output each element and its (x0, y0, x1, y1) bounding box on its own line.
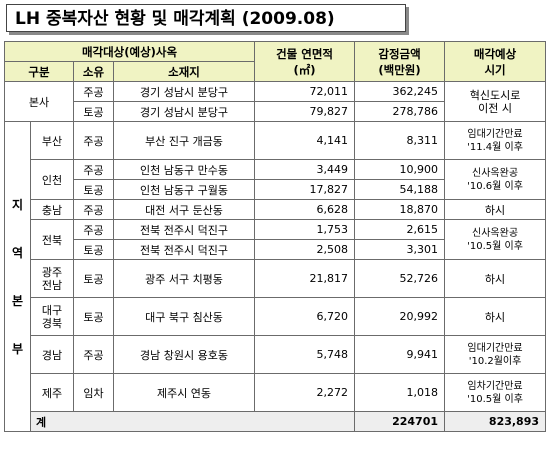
owner-cell: 임차 (73, 373, 114, 412)
plan-cell: 혁신도시로 이전 시 (444, 81, 547, 122)
region-cell: 인천 (30, 159, 74, 200)
total-row: 계 224701 823,893 (5, 411, 547, 432)
region-cell: 부산 (30, 121, 74, 160)
region-cell: 제주 (30, 373, 74, 412)
region-cell: 대구 경북 (30, 297, 74, 336)
region-cell: 전북 (30, 219, 74, 260)
owner-cell: 주공 (73, 81, 114, 102)
table-row: 광주 전남 토공 광주 서구 치평동 21,817 52,726 하시 (5, 259, 547, 298)
appraisal-cell: 2,615 (354, 219, 446, 240)
area-cell: 1,753 (254, 219, 356, 240)
table-row: 대구 경북 토공 대구 북구 침산동 6,720 20,992 하시 (5, 297, 547, 336)
area-cell: 2,508 (254, 239, 356, 260)
total-appraisal: 823,893 (444, 411, 547, 432)
plan-cell: 하시 (444, 259, 547, 298)
owner-cell: 토공 (73, 239, 114, 260)
header-owner: 소유 (73, 61, 114, 82)
appraisal-cell: 1,018 (354, 373, 446, 412)
head-office-label: 본사 (4, 81, 74, 122)
header-group: 매각대상(예상)사옥 (3, 41, 256, 62)
owner-cell: 토공 (73, 179, 114, 200)
regional-label: 지 역 본 부 (4, 121, 31, 432)
location-cell: 전북 전주시 덕진구 (112, 219, 256, 240)
area-cell: 6,720 (254, 297, 356, 336)
appraisal-cell: 52,726 (354, 259, 446, 298)
table-row: 경남 주공 경남 창원시 용호동 5,748 9,941 임대기간만료 '10.2… (5, 335, 547, 374)
area-cell: 2,272 (254, 373, 356, 412)
location-cell: 경기 성남시 분당구 (112, 81, 256, 102)
owner-cell: 주공 (73, 121, 114, 160)
area-cell: 3,449 (254, 159, 356, 180)
page-title: LH 중복자산 현황 및 매각계획 (2009.08) (6, 4, 406, 32)
region-cell: 경남 (30, 335, 74, 374)
header-category: 구분 (4, 61, 74, 82)
header-appraisal: 감정금액 (백만원) (354, 41, 446, 82)
region-cell: 충남 (30, 199, 74, 220)
appraisal-cell: 3,301 (354, 239, 446, 260)
header-plan: 매각예상 시기 (444, 41, 547, 82)
table-row: 인천 주공 인천 남동구 만수동 3,449 10,900 신사옥완공 '10.6… (5, 159, 547, 200)
plan-cell: 하시 (444, 199, 547, 220)
location-cell: 인천 남동구 구월동 (112, 179, 256, 200)
area-cell: 6,628 (254, 199, 356, 220)
appraisal-cell: 20,992 (354, 297, 446, 336)
area-cell: 21,817 (254, 259, 356, 298)
plan-cell: 하시 (444, 297, 547, 336)
location-cell: 대구 북구 침산동 (112, 297, 256, 336)
owner-cell: 토공 (73, 259, 114, 298)
header-row-1: 매각대상(예상)사옥 건물 연면적 (㎡) 감정금액 (백만원) 매각예상 시기 (3, 41, 547, 82)
header-row-2: 구분 소유 소재지 (4, 61, 546, 82)
owner-cell: 주공 (73, 199, 114, 220)
appraisal-cell: 362,245 (354, 81, 446, 102)
appraisal-cell: 54,188 (354, 179, 446, 200)
appraisal-cell: 10,900 (354, 159, 446, 180)
appraisal-cell: 8,311 (354, 121, 446, 160)
appraisal-cell: 18,870 (354, 199, 446, 220)
table-row: 지 역 본 부 부산 주공 부산 진구 개금동 4,141 8,311 임대기간… (4, 121, 547, 432)
owner-cell: 토공 (73, 101, 114, 122)
location-cell: 전북 전주시 덕진구 (112, 239, 256, 260)
owner-cell: 토공 (73, 297, 114, 336)
header-location: 소재지 (112, 61, 256, 82)
table-row: 전북 주공 전북 전주시 덕진구 1,753 2,615 신사옥완공 '10.5월… (5, 219, 547, 260)
plan-cell: 임차기간만료 '10.5월 이후 (444, 373, 547, 412)
location-cell: 대전 서구 둔산동 (112, 199, 256, 220)
area-cell: 5,748 (254, 335, 356, 374)
owner-cell: 주공 (73, 159, 114, 180)
owner-cell: 주공 (73, 219, 114, 240)
asset-table: 매각대상(예상)사옥 건물 연면적 (㎡) 감정금액 (백만원) 매각예상 시기 구분… (3, 41, 547, 432)
total-label: 계 (29, 411, 356, 432)
appraisal-cell: 9,941 (354, 335, 446, 374)
location-cell: 경기 성남시 분당구 (112, 101, 256, 122)
table-row: 제주 임차 제주시 연동 2,272 1,018 임차기간만료 '10.5월 이후 (5, 373, 547, 412)
appraisal-cell: 278,786 (354, 101, 446, 122)
area-cell: 4,141 (254, 121, 356, 160)
area-cell: 17,827 (254, 179, 356, 200)
area-cell: 79,827 (254, 101, 356, 122)
plan-cell: 임대기간만료 '10.2월이후 (444, 335, 547, 374)
location-cell: 부산 진구 개금동 (112, 121, 256, 160)
area-cell: 72,011 (254, 81, 356, 102)
region-cell: 광주 전남 (30, 259, 74, 298)
plan-cell: 신사옥완공 '10.6월 이후 (444, 159, 547, 200)
total-area: 224701 (354, 411, 446, 432)
location-cell: 인천 남동구 만수동 (112, 159, 256, 180)
header-area: 건물 연면적 (㎡) (254, 41, 356, 82)
owner-cell: 주공 (73, 335, 114, 374)
plan-cell: 임대기간만료 '11.4월 이후 (444, 121, 547, 160)
location-cell: 제주시 연동 (112, 373, 256, 412)
location-cell: 경남 창원시 용호동 (112, 335, 256, 374)
table-row: 본사 주공 경기 성남시 분당구 72,011 362,245 혁신도시로 이전 … (4, 81, 547, 122)
table-row: 충남 주공 대전 서구 둔산동 6,628 18,870 하시 (5, 199, 547, 220)
plan-cell: 신사옥완공 '10.5월 이후 (444, 219, 547, 260)
location-cell: 광주 서구 치평동 (112, 259, 256, 298)
table-row: 토공 인천 남동구 구월동 17,827 54,188 (5, 179, 546, 200)
table-row: 토공 전북 전주시 덕진구 2,508 3,301 (5, 239, 546, 260)
